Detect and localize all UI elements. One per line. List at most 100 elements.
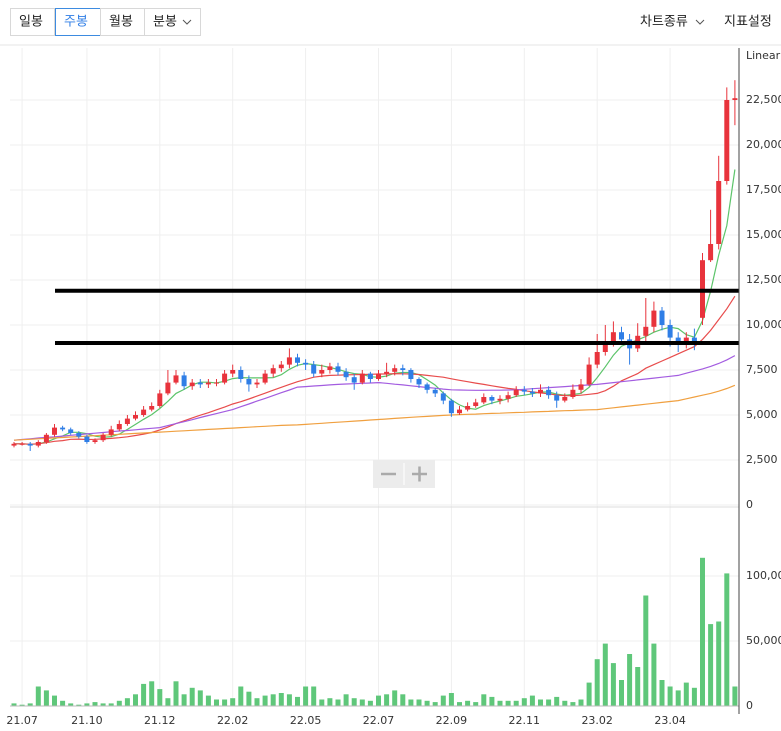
candle-body xyxy=(554,395,560,401)
chevron xyxy=(695,19,705,25)
candle-body xyxy=(659,310,665,325)
candle-body xyxy=(108,429,114,435)
x-tick-label: 23.02 xyxy=(581,714,613,727)
volume-bar xyxy=(376,695,381,706)
candle-body xyxy=(92,440,98,442)
volume-bar xyxy=(594,659,600,706)
volume-bar xyxy=(238,686,244,706)
x-tick-label: 22.11 xyxy=(509,714,541,727)
volume-bar xyxy=(675,690,681,706)
volume-bar xyxy=(724,573,730,706)
volume-bar xyxy=(35,686,41,706)
volume-bar xyxy=(667,686,673,706)
candle-body xyxy=(116,424,122,430)
volume-bar xyxy=(108,703,114,706)
volume-bar xyxy=(141,683,147,706)
candle-body xyxy=(189,382,195,387)
candle-body xyxy=(197,382,203,385)
volume-bar xyxy=(19,704,25,706)
candle-body xyxy=(165,382,171,394)
candle-body xyxy=(562,397,568,401)
candle-body xyxy=(376,373,381,379)
volume-bar xyxy=(513,700,519,706)
candle-body xyxy=(432,389,438,394)
volume-bar xyxy=(554,696,560,706)
volume-bar xyxy=(732,686,738,706)
tab-label: 분봉 xyxy=(153,15,177,30)
candle-body xyxy=(578,384,584,390)
tab[interactable] xyxy=(144,8,201,36)
candle-body xyxy=(497,398,503,401)
candle-body xyxy=(262,373,268,383)
volume-bar xyxy=(286,694,292,706)
volume-bar xyxy=(708,624,714,706)
chart-type-menu[interactable]: 차트종류 xyxy=(640,15,688,30)
y-tick-label: 22,500 xyxy=(746,93,781,106)
scale-label: Linear xyxy=(746,49,781,62)
candle-body xyxy=(481,397,487,403)
candle-body xyxy=(546,389,552,396)
x-tick-label: 21.12 xyxy=(144,714,176,727)
candle-body xyxy=(619,332,624,340)
plot xyxy=(10,48,739,707)
volume-bar xyxy=(197,690,203,706)
candle-body xyxy=(84,436,90,442)
volume-bar xyxy=(27,703,33,706)
candle-body xyxy=(149,406,155,410)
candle-body xyxy=(60,427,66,430)
candle-body xyxy=(424,384,430,390)
moving-average xyxy=(14,169,736,445)
candle-body xyxy=(270,368,276,374)
volume-bar xyxy=(84,703,90,706)
candle-body xyxy=(35,442,41,446)
volume-bar xyxy=(489,696,495,706)
candle-body xyxy=(124,418,130,424)
candle-body xyxy=(43,434,49,442)
candle-body xyxy=(384,371,390,374)
tab[interactable] xyxy=(100,8,145,36)
tab[interactable] xyxy=(55,8,101,36)
volume-bar xyxy=(165,698,171,706)
volume-bar xyxy=(43,690,49,706)
candle-body xyxy=(286,357,292,365)
tab[interactable] xyxy=(10,8,55,36)
candle-body xyxy=(691,337,697,343)
volume-bar xyxy=(529,695,535,706)
volume-bar xyxy=(416,699,422,706)
candle-body xyxy=(295,357,300,363)
candle-body xyxy=(457,409,462,414)
volume-bar xyxy=(133,694,138,706)
tab-label: 주봉 xyxy=(64,15,88,30)
candle-body xyxy=(683,337,689,343)
volume-bar xyxy=(262,695,268,706)
indicator-menu[interactable]: 지표설정 xyxy=(724,15,772,30)
candle-body xyxy=(448,400,454,414)
candle-body xyxy=(157,393,163,406)
candle-body xyxy=(513,389,519,396)
volume-bar xyxy=(189,687,195,706)
y-tick-label: 15,000 xyxy=(746,228,781,241)
candle-body xyxy=(133,415,138,419)
candle-body xyxy=(716,181,722,244)
volume-bar xyxy=(303,686,309,706)
y-tick-label: 5,000 xyxy=(746,408,778,421)
moving-average xyxy=(14,295,736,445)
candle-body xyxy=(327,366,333,370)
volume-bar xyxy=(619,680,624,706)
candle-body xyxy=(594,352,600,365)
zoom-control xyxy=(373,460,435,488)
volume-bar xyxy=(562,700,568,706)
tab-label: 월봉 xyxy=(109,15,133,30)
volume-bar xyxy=(205,695,211,706)
x-tick-label: 22.02 xyxy=(217,714,249,727)
volume-bar xyxy=(68,703,74,706)
candle-body xyxy=(529,391,535,394)
volume-bar xyxy=(424,700,430,706)
volume-bar xyxy=(659,680,665,706)
candle-body xyxy=(675,337,681,343)
y-tick-label: 10,000 xyxy=(746,318,781,331)
moving-average xyxy=(13,355,736,441)
volume-bar xyxy=(651,643,657,706)
volume-tick-label: 0 xyxy=(746,699,753,712)
